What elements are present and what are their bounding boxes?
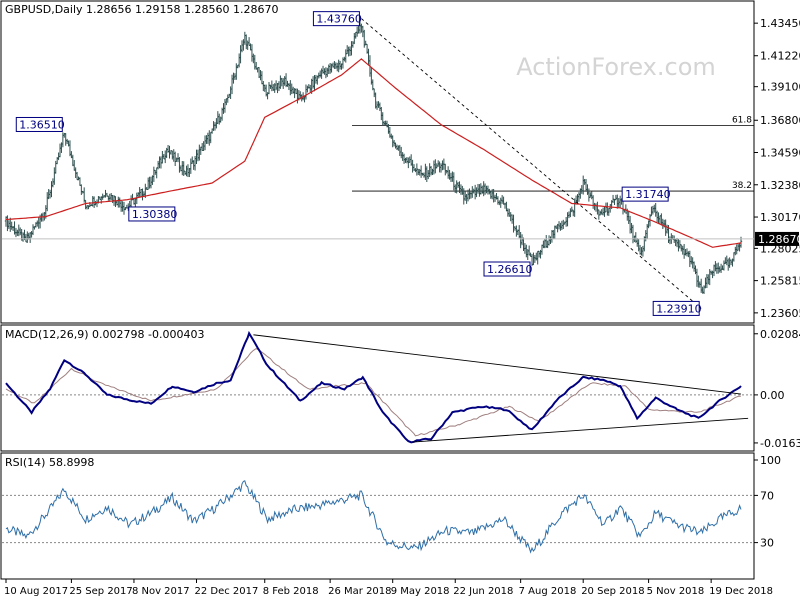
macd-y-tick-label: 0.00 [760, 389, 785, 402]
watermark: ActionForex.com [516, 53, 716, 81]
x-tick-label: 5 Nov 2018 [647, 586, 705, 597]
rsi-title: RSI(14) 58.8998 [5, 456, 94, 469]
macd-panel-frame [0, 324, 755, 452]
x-tick-label: 10 Aug 2017 [4, 586, 68, 597]
price-y-tick-label: 1.41220 [760, 50, 800, 63]
swing-label-box [312, 11, 360, 27]
x-tick-label: 20 Sep 2018 [581, 586, 644, 597]
x-tick-label: 26 Mar 2018 [328, 586, 391, 597]
swing-label: 1.36510 [19, 118, 65, 131]
rsi-y-tick-label: 30 [760, 537, 774, 550]
swing-label-box [15, 116, 63, 132]
rsi-series [5, 480, 742, 554]
x-tick-label: 9 May 2018 [391, 586, 450, 597]
swing-label: 1.31740 [625, 188, 671, 201]
rsi-panel-frame [0, 452, 755, 580]
last-price-tag [755, 231, 799, 246]
fib-level-label: 38.2 [732, 181, 752, 191]
macd-trendline [412, 417, 749, 443]
x-axis: 10 Aug 2017 25 Sep 2017 8 Nov 2017 22 Dec 2… [4, 579, 773, 597]
price-y-tick-label: 1.34590 [760, 147, 800, 160]
price-y-tick-label: 1.36800 [760, 114, 800, 127]
swing-label: 1.30380 [132, 208, 178, 221]
rsi-panel: 100 70 30 [2, 454, 781, 554]
macd-title: MACD(12,26,9) 0.002798 -0.000403 [5, 328, 204, 341]
x-tick-label: 25 Sep 2017 [69, 586, 132, 597]
macd-panel: 0.020848 0.00 -0.016389 [2, 328, 800, 450]
x-tick-label: 7 Aug 2018 [519, 586, 577, 597]
x-tick-label: 22 Jun 2018 [453, 586, 513, 597]
price-y-tick-label: 1.25815 [760, 275, 800, 288]
swing-label-box [621, 186, 669, 202]
price-y-tick-label: 1.23605 [760, 307, 800, 320]
x-tick-label: 19 Dec 2018 [709, 586, 773, 597]
macd-trendline [253, 334, 742, 395]
macd-series-macd [5, 330, 742, 444]
price-y-tick-label: 1.32380 [760, 179, 800, 192]
swing-label-box [652, 300, 700, 316]
x-tick-label: 22 Dec 2017 [195, 586, 259, 597]
rsi-y-tick-label: 70 [760, 489, 774, 502]
swing-label: 1.43760 [316, 13, 362, 26]
macd-y-tick-label: -0.016389 [760, 437, 800, 450]
ma-line [5, 58, 742, 248]
price-y-tick-label: 1.30170 [760, 211, 800, 224]
rsi-y-tick-label: 100 [760, 454, 781, 467]
last-price-label: 1.28670 [758, 233, 800, 246]
x-tick-label: 8 Nov 2017 [132, 586, 190, 597]
price-panel-frame [0, 0, 755, 324]
swing-label: 1.26610 [487, 263, 533, 276]
macd-y-tick-label: 0.020848 [760, 328, 800, 341]
swing-label: 1.23910 [656, 302, 702, 315]
price-y-tick-label: 1.43450 [760, 17, 800, 30]
swing-label-box [128, 206, 176, 222]
price-trendline [361, 18, 702, 309]
swing-label-box [483, 261, 531, 277]
price-header: GBPUSD,Daily 1.28656 1.29158 1.28560 1.2… [5, 3, 278, 16]
x-tick-label: 8 Feb 2018 [263, 586, 319, 597]
fib-level-label: 61.8 [732, 115, 752, 125]
